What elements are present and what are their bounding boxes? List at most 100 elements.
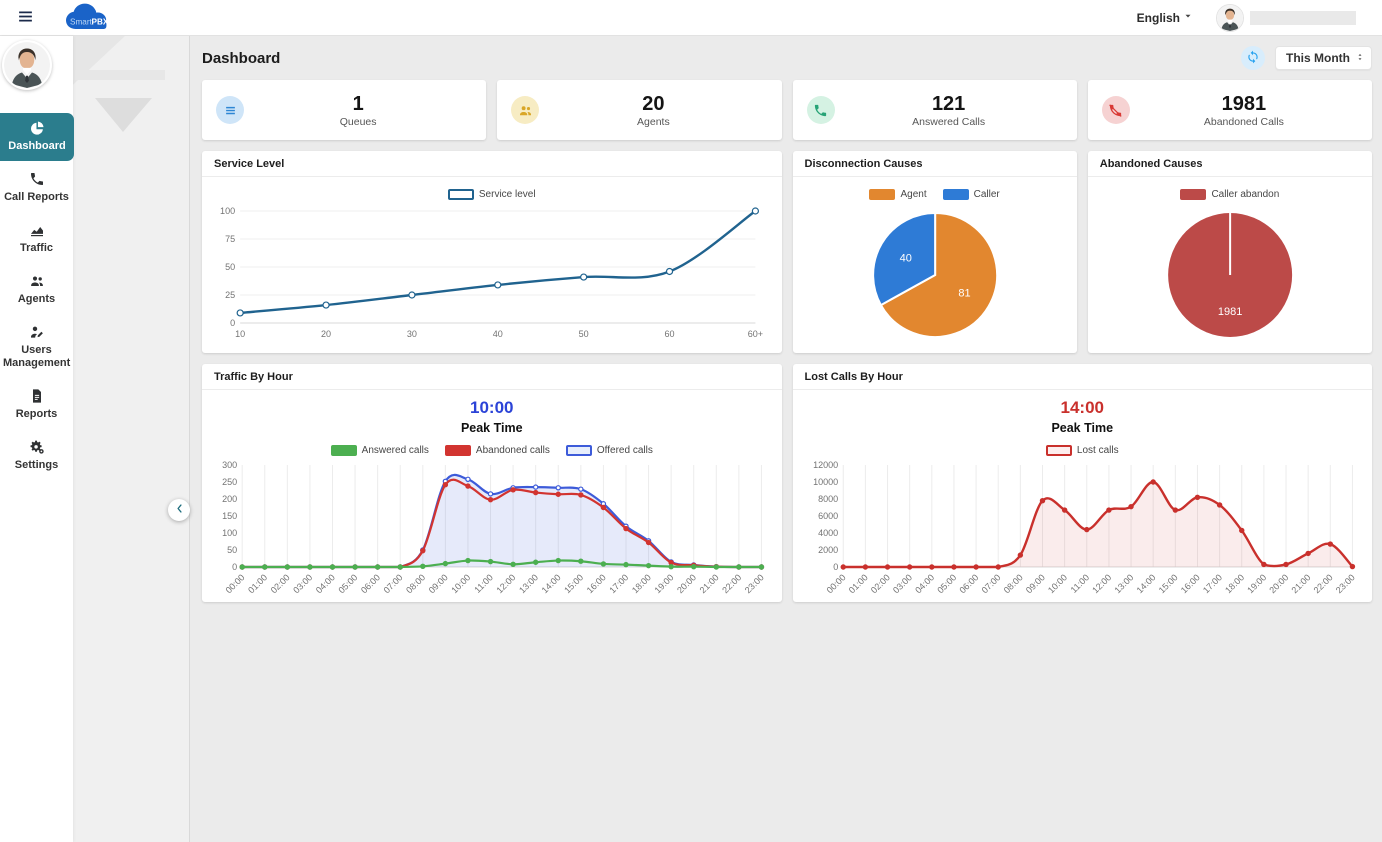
- stat-label: Answered Calls: [912, 115, 986, 128]
- sidebar-item-settings[interactable]: Settings: [0, 432, 73, 480]
- svg-text:PBX: PBX: [92, 17, 109, 26]
- svg-text:100: 100: [220, 206, 235, 216]
- svg-text:00:00: 00:00: [824, 572, 847, 595]
- svg-text:11:00: 11:00: [1068, 572, 1091, 594]
- legend-swatch: [942, 188, 969, 200]
- caret-down-icon: [1182, 10, 1194, 25]
- svg-text:150: 150: [222, 511, 237, 521]
- svg-text:00:00: 00:00: [224, 572, 247, 595]
- svg-text:250: 250: [222, 477, 237, 487]
- svg-text:20: 20: [321, 329, 331, 339]
- peak-time-caption: Peak Time: [1051, 421, 1114, 435]
- card-abandoned-causes: Abandoned Causes Caller abandon 1981: [1087, 151, 1372, 353]
- svg-text:09:00: 09:00: [1023, 572, 1046, 595]
- language-label: English: [1136, 10, 1180, 25]
- svg-text:17:00: 17:00: [1200, 572, 1223, 595]
- charts-row-1: Service Level Service level 0 25 50 75 100 10…: [202, 151, 1372, 353]
- language-dropdown[interactable]: English: [1137, 10, 1194, 25]
- svg-text:11:00: 11:00: [472, 572, 495, 594]
- stat-value: 121: [931, 92, 966, 115]
- legend-item[interactable]: Lost calls: [1045, 444, 1119, 456]
- sidebar-avatar[interactable]: [2, 40, 52, 90]
- legend-swatch: [330, 444, 357, 456]
- svg-text:18:00: 18:00: [630, 572, 653, 595]
- legend-item[interactable]: Service level: [447, 188, 536, 200]
- svg-text:0: 0: [230, 318, 235, 328]
- legend-item[interactable]: Caller abandon: [1180, 188, 1280, 200]
- phone-icon: [806, 96, 835, 124]
- svg-text:200: 200: [222, 494, 237, 504]
- sidebar-item-traffic[interactable]: Traffic: [0, 215, 73, 263]
- user-avatar[interactable]: [1216, 3, 1244, 32]
- svg-text:08:00: 08:00: [404, 572, 427, 595]
- legend-item[interactable]: Agent: [869, 188, 927, 200]
- stat-value: 1981: [1221, 92, 1267, 115]
- svg-text:15:00: 15:00: [562, 572, 585, 595]
- stat-card-answered-calls: 121 Answered Calls: [792, 80, 1077, 140]
- legend-swatch: [447, 188, 474, 200]
- chevron-left-icon: [173, 502, 186, 518]
- legend-label: Abandoned calls: [475, 444, 550, 456]
- svg-text:14:00: 14:00: [1134, 572, 1157, 595]
- svg-text:Smart: Smart: [70, 17, 93, 26]
- svg-text:06:00: 06:00: [359, 572, 382, 595]
- svg-text:16:00: 16:00: [585, 572, 608, 595]
- svg-text:20:00: 20:00: [1267, 572, 1290, 595]
- legend-swatch: [869, 188, 896, 200]
- menu-toggle-button[interactable]: [10, 5, 40, 31]
- svg-text:4000: 4000: [818, 528, 838, 538]
- svg-text:40: 40: [493, 329, 503, 339]
- svg-text:300: 300: [222, 460, 237, 470]
- chart-legend: Answered calls Abandoned calls Offered cal…: [212, 443, 772, 457]
- refresh-button[interactable]: [1241, 46, 1266, 70]
- svg-text:02:00: 02:00: [868, 572, 891, 595]
- sidebar-item-agents[interactable]: Agents: [0, 266, 73, 314]
- legend-item[interactable]: Offered calls: [565, 444, 653, 456]
- chart-legend: Service level: [212, 187, 772, 201]
- period-select[interactable]: This Month: [1275, 46, 1372, 70]
- legend-label: Answered calls: [361, 444, 429, 456]
- svg-text:12:00: 12:00: [1090, 572, 1113, 595]
- svg-text:16:00: 16:00: [1178, 572, 1201, 595]
- stat-card-abandoned-calls: 1981 Abandoned Calls: [1087, 80, 1372, 140]
- svg-text:1981: 1981: [1218, 306, 1242, 318]
- legend-label: Caller: [973, 188, 1000, 200]
- svg-text:8000: 8000: [818, 494, 838, 504]
- sidebar-item-dashboard[interactable]: Dashboard: [0, 113, 74, 161]
- svg-text:19:00: 19:00: [1245, 572, 1268, 595]
- stat-value: 20: [642, 92, 665, 115]
- top-navbar: Smart PBX English: [0, 0, 1382, 36]
- card-title: Lost Calls By Hour: [792, 364, 1372, 390]
- card-traffic-by-hour: Traffic By Hour 10:00 Peak Time Answered…: [202, 364, 782, 602]
- svg-text:60: 60: [664, 329, 674, 339]
- smartpbx-logo[interactable]: Smart PBX: [62, 1, 114, 35]
- svg-text:13:00: 13:00: [1112, 572, 1135, 595]
- svg-text:08:00: 08:00: [1001, 572, 1024, 595]
- traffic-by-hour-chart: 0 50 100 150 200 250 300 00:00 01:00 02:00 03:00 04…: [222, 460, 766, 595]
- sidebar-item-users-management[interactable]: Users Management: [0, 317, 73, 378]
- abandoned-causes-pie: 1981: [1167, 213, 1292, 337]
- legend-item[interactable]: Caller: [942, 188, 1000, 200]
- sidebar-nav: Dashboard Call Reports Traffic Agents Us…: [0, 113, 74, 483]
- sidebar-item-label: Settings: [14, 459, 59, 471]
- svg-text:30: 30: [407, 329, 417, 339]
- peak-time-value: 14:00: [1060, 398, 1104, 417]
- sidebar-item-label: Agents: [17, 293, 56, 305]
- refresh-icon: [1246, 50, 1260, 67]
- sidebar-item-call-reports[interactable]: Call Reports: [0, 164, 73, 212]
- legend-label: Offered calls: [596, 444, 653, 456]
- sidebar-item-label: Dashboard: [8, 140, 66, 152]
- legend-label: Caller abandon: [1211, 188, 1280, 200]
- svg-text:0: 0: [833, 562, 838, 572]
- svg-text:03:00: 03:00: [891, 572, 914, 595]
- stats-row: 1 Queues 20 Agents 121 Answered Calls: [202, 80, 1372, 140]
- sidebar-collapse-button[interactable]: [168, 499, 190, 521]
- svg-text:21:00: 21:00: [1289, 572, 1312, 595]
- sidebar-item-reports[interactable]: Reports: [0, 381, 73, 429]
- legend-item[interactable]: Abandoned calls: [444, 444, 550, 456]
- legend-item[interactable]: Answered calls: [330, 444, 429, 456]
- sidebar-item-label: Traffic: [19, 242, 53, 254]
- svg-text:12000: 12000: [813, 460, 838, 470]
- phone-icon: [3, 171, 70, 188]
